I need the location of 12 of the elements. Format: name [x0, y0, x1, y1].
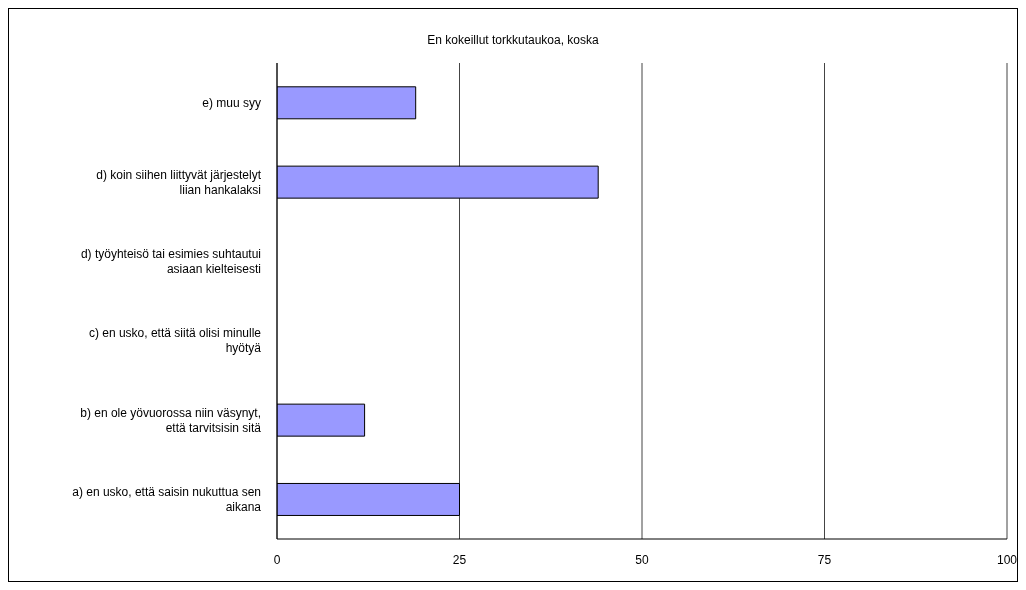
y-tick-label: d) koin siihen liittyvät järjestelyt liian hankalaksi — [96, 167, 262, 197]
x-tick-label: 0 — [273, 552, 281, 567]
x-tick-label: 100 — [996, 552, 1018, 567]
y-tick-label: b) en ole yövuorossa niin väsynyt, että tarvitsisin sitä — [80, 405, 262, 435]
x-tick-label: 50 — [635, 552, 649, 567]
y-tick-label: e) muu syy — [202, 95, 261, 110]
x-tick-label: 75 — [817, 552, 832, 567]
y-tick-label: a) en usko, että saisin nukuttua sen aikana — [72, 484, 262, 514]
y-tick-label: c) en usko, että siitä olisi minulle hyötyä — [88, 326, 262, 356]
y-tick-label: d) työyhteisö tai esimies suhtautui asiaan kielteisesti — [80, 246, 261, 276]
chart-title: En kokeillut torkkutaukoa, koska — [426, 33, 600, 47]
x-tick-label: 25 — [452, 552, 467, 567]
